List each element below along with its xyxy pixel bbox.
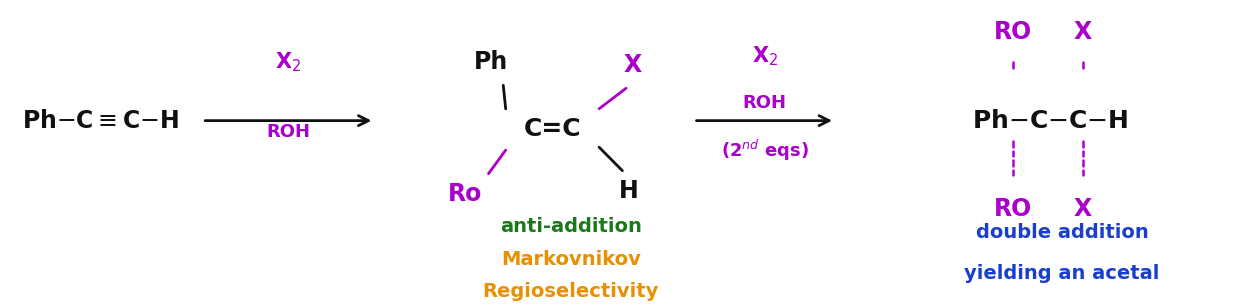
- Text: Ro: Ro: [447, 182, 482, 206]
- Text: Markovnikov: Markovnikov: [501, 249, 640, 269]
- Text: double addition: double addition: [976, 223, 1149, 242]
- Text: ROH: ROH: [743, 94, 787, 112]
- Text: H: H: [619, 179, 639, 203]
- Text: Ph$-$C$-$C$-$H: Ph$-$C$-$C$-$H: [972, 109, 1127, 133]
- Text: RO: RO: [994, 20, 1032, 44]
- Text: Ph: Ph: [474, 50, 508, 74]
- Text: RO: RO: [994, 197, 1032, 221]
- Text: Ph$-$C$\equiv$C$-$H: Ph$-$C$\equiv$C$-$H: [22, 109, 179, 133]
- Text: anti-addition: anti-addition: [500, 217, 641, 236]
- Text: ROH: ROH: [266, 124, 311, 142]
- Text: X$_2$: X$_2$: [275, 50, 301, 74]
- Text: yielding an acetal: yielding an acetal: [965, 264, 1160, 283]
- Text: C=C: C=C: [523, 117, 582, 142]
- Text: X: X: [1074, 20, 1093, 44]
- Text: Regioselectivity: Regioselectivity: [482, 282, 659, 301]
- Text: X: X: [623, 53, 641, 77]
- Text: (2$^{nd}$ eqs): (2$^{nd}$ eqs): [721, 138, 809, 163]
- Text: X: X: [1074, 197, 1093, 221]
- Text: X$_2$: X$_2$: [752, 44, 778, 68]
